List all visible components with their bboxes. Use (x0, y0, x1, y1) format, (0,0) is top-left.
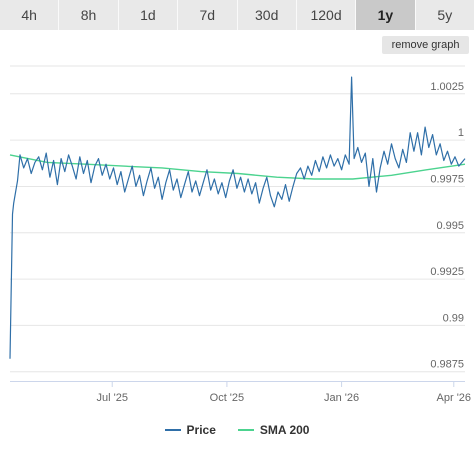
legend-label-price: Price (186, 423, 216, 437)
y-axis: 1.0025 1 0.9975 0.995 0.9925 0.99 0.9875 (430, 81, 464, 371)
legend-item-sma-200[interactable]: SMA 200 (237, 420, 310, 440)
legend-item-price[interactable]: Price (164, 420, 216, 440)
y-tick-label: 0.9925 (430, 266, 464, 278)
legend-label-sma-200: SMA 200 (259, 423, 310, 437)
tab-30d[interactable]: 30d (237, 0, 297, 30)
y-tick-label: 0.9975 (430, 173, 464, 185)
tab-7d[interactable]: 7d (178, 0, 238, 30)
tab-1y[interactable]: 1y (356, 0, 416, 30)
tab-120d[interactable]: 120d (296, 0, 357, 30)
tab-5y[interactable]: 5y (415, 0, 474, 30)
x-tick-label: Apr '26 (437, 392, 472, 404)
range-tabs: 4h 8h 1d 7d 30d 120d 1y 5y (0, 0, 474, 30)
x-tick-label: Jul '25 (96, 392, 127, 404)
y-tick-label: 0.9875 (430, 359, 464, 371)
series-lines (9, 76, 466, 359)
series-line-price (9, 76, 466, 359)
legend-swatch-price (164, 429, 181, 431)
y-tick-label: 1 (458, 127, 464, 139)
tab-4h[interactable]: 4h (0, 0, 60, 30)
tab-8h[interactable]: 8h (59, 0, 119, 30)
remove-graph-button[interactable]: remove graph (382, 36, 469, 54)
grid-lines (10, 65, 465, 373)
x-axis: Jul '25 Oct '25 Jan '26 Apr '26 (10, 381, 471, 404)
y-tick-label: 0.995 (436, 220, 464, 232)
x-tick-label: Jan '26 (324, 392, 359, 404)
tab-1d[interactable]: 1d (118, 0, 179, 30)
legend: Price SMA 200 (0, 420, 474, 440)
y-tick-label: 1.0025 (430, 81, 464, 93)
legend-swatch-sma-200 (237, 429, 254, 431)
x-tick-label: Oct '25 (210, 392, 245, 404)
y-tick-label: 0.99 (443, 312, 464, 324)
